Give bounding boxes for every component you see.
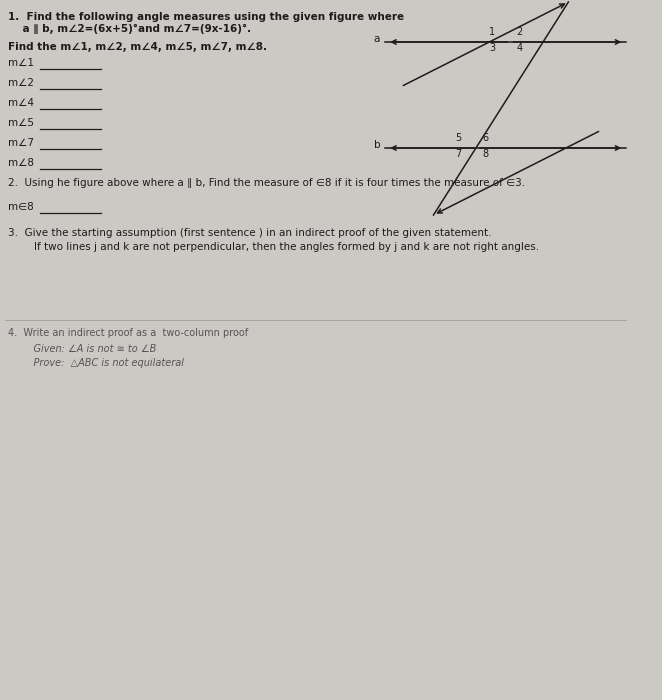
Text: 3.  Give the starting assumption (first sentence ) in an indirect proof of the g: 3. Give the starting assumption (first s… [8,228,491,238]
Text: 4.  Write an indirect proof as a  two-column proof: 4. Write an indirect proof as a two-colu… [8,328,248,338]
Text: 4: 4 [516,43,522,53]
Text: m∠2: m∠2 [8,78,34,88]
Text: m∠5: m∠5 [8,118,34,128]
Text: Find the m∠1, m∠2, m∠4, m∠5, m∠7, m∠8.: Find the m∠1, m∠2, m∠4, m∠5, m∠7, m∠8. [8,42,267,52]
Text: 7: 7 [455,149,462,159]
Text: m∠7: m∠7 [8,138,34,148]
Text: 6: 6 [483,133,489,143]
Text: 2.  Using he figure above where a ∥ b, Find the measure of ∈8 if it is four time: 2. Using he figure above where a ∥ b, Fi… [8,178,525,188]
Text: 1: 1 [489,27,495,37]
Text: Given: ∠A is not ≅ to ∠B: Given: ∠A is not ≅ to ∠B [21,344,157,354]
Text: 2: 2 [516,27,522,37]
Text: a ∥ b, m∠2=(6x+5)°and m∠7=(9x-16)°.: a ∥ b, m∠2=(6x+5)°and m∠7=(9x-16)°. [8,24,251,34]
Text: m∠1: m∠1 [8,58,34,68]
Text: 1.  Find the following angle measures using the given figure where: 1. Find the following angle measures usi… [8,12,404,22]
Text: b: b [374,140,381,150]
Text: m∠8: m∠8 [8,158,34,168]
Text: m∈8: m∈8 [8,202,34,212]
Text: 5: 5 [455,133,462,143]
Text: If two lines j and k are not perpendicular, then the angles formed by j and k ar: If two lines j and k are not perpendicul… [8,242,539,252]
Text: a: a [374,34,380,44]
Text: m∠4: m∠4 [8,98,34,108]
Text: 8: 8 [483,149,489,159]
Text: 3: 3 [489,43,495,53]
Text: Prove:  △ABC is not equilateral: Prove: △ABC is not equilateral [21,358,184,368]
